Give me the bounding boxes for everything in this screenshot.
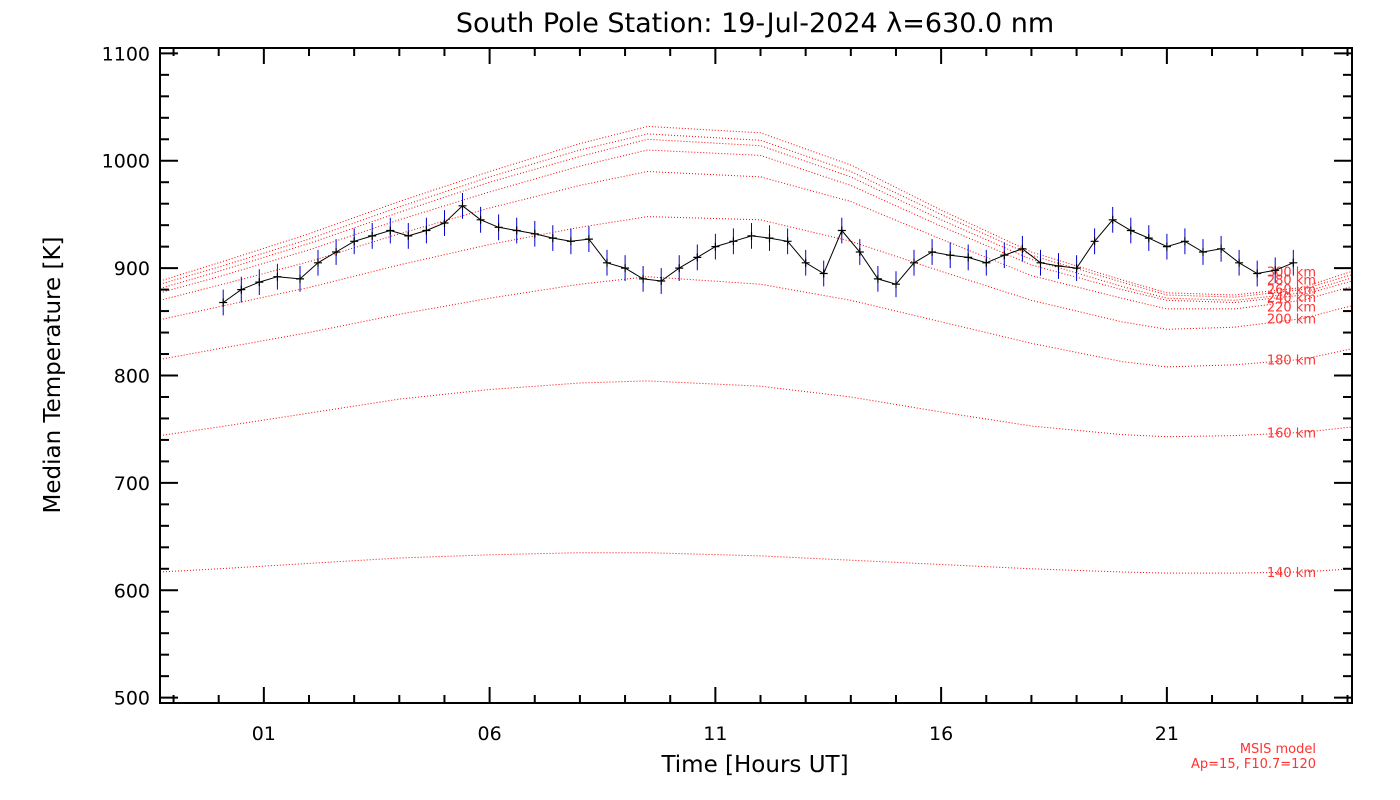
y-tick-label: 900 (114, 258, 150, 280)
data-point (584, 235, 593, 244)
data-point (1036, 258, 1045, 267)
data-point (1144, 234, 1153, 243)
data-point (1271, 266, 1280, 275)
data-point (801, 258, 810, 267)
y-tick-label: 1000 (102, 151, 150, 173)
data-point (603, 258, 611, 267)
model-label-300-km: 300 km (1267, 266, 1316, 281)
model-curve-180-km (159, 276, 1353, 368)
data-point (332, 248, 341, 256)
data-point (1253, 269, 1262, 278)
model-label-220-km: 220 km (1267, 300, 1316, 315)
model-label-140-km: 140 km (1267, 566, 1316, 581)
data-point (693, 253, 702, 262)
data-point (837, 226, 846, 235)
model-label-240-km: 240 km (1267, 291, 1316, 306)
x-tick-label: 16 (929, 723, 953, 745)
data-point (548, 234, 557, 243)
x-tick-label: 01 (252, 723, 276, 745)
data-point (1162, 242, 1171, 251)
data-point (273, 272, 282, 281)
model-note-line-1: MSIS model (1240, 742, 1316, 757)
model-curve-300-km (159, 125, 1353, 296)
x-tick-label: 11 (703, 723, 727, 745)
data-point (892, 280, 900, 289)
data-point (819, 269, 828, 278)
y-tick-label: 600 (114, 580, 150, 602)
data-point (494, 223, 503, 232)
observation-line (222, 205, 1294, 303)
data-point (219, 298, 228, 307)
data-point (440, 219, 449, 227)
model-curve-200-km (159, 216, 1353, 330)
data-point (783, 237, 792, 246)
data-point (1235, 258, 1244, 267)
data-point (1018, 244, 1027, 253)
y-axis-label: Median Temperature [K] (40, 237, 66, 514)
data-point (928, 248, 937, 256)
model-label-280-km: 280 km (1267, 274, 1316, 289)
data-point (1000, 251, 1009, 260)
data-point (1199, 248, 1207, 256)
axes: 01 06 11 16 21 500 600 700 800 900 1000 1100 (102, 43, 1352, 745)
y-tick-label: 1100 (102, 43, 150, 65)
data-point (1180, 237, 1189, 246)
y-tick-label: 800 (114, 366, 150, 388)
data-point (386, 226, 395, 235)
data-point (1108, 215, 1117, 224)
data-point (1289, 258, 1298, 267)
data-point (458, 201, 467, 210)
model-curve-140-km (159, 552, 1353, 574)
data-point (711, 242, 720, 251)
data-point (873, 274, 882, 283)
data-point (747, 231, 756, 240)
data-point (1072, 264, 1081, 273)
x-tick-label: 21 (1155, 723, 1179, 745)
data-point (350, 237, 359, 246)
data-point (296, 274, 304, 283)
data-point (855, 248, 864, 256)
model-label-200-km: 200 km (1267, 313, 1316, 328)
data-point (566, 237, 575, 246)
data-point (946, 251, 955, 260)
x-axis-label: Time [Hours UT] (660, 752, 848, 778)
data-point (530, 229, 539, 238)
model-note-line-2: Ap=15, F10.7=120 (1191, 757, 1316, 772)
data-point (675, 264, 684, 273)
data-point (1054, 262, 1063, 270)
data-point (910, 258, 918, 267)
data-point (729, 237, 738, 246)
data-point (639, 274, 648, 283)
data-point (1126, 226, 1135, 235)
data-point (982, 258, 991, 267)
data-point (1090, 237, 1099, 246)
data-point (765, 234, 774, 243)
model-curve-160-km (159, 380, 1353, 438)
data-point (255, 278, 264, 287)
data-point (1217, 244, 1226, 253)
model-curve-260-km (159, 138, 1353, 301)
data-point (512, 226, 521, 235)
chart-title: South Pole Station: 19-Jul-2024 λ=630.0 … (456, 8, 1054, 39)
data-point (237, 285, 246, 294)
data-point (964, 253, 973, 262)
model-label-180-km: 180 km (1267, 353, 1316, 368)
observation-series (219, 193, 1298, 316)
data-point (657, 277, 666, 285)
data-point (404, 231, 413, 240)
data-point (422, 226, 431, 235)
model-label-160-km: 160 km (1267, 426, 1316, 441)
y-tick-label: 700 (114, 473, 150, 495)
y-tick-label: 500 (114, 688, 150, 710)
data-point (476, 215, 485, 224)
data-point (621, 264, 630, 273)
data-point (368, 231, 377, 240)
x-tick-label: 06 (478, 723, 502, 745)
data-point (314, 258, 322, 267)
